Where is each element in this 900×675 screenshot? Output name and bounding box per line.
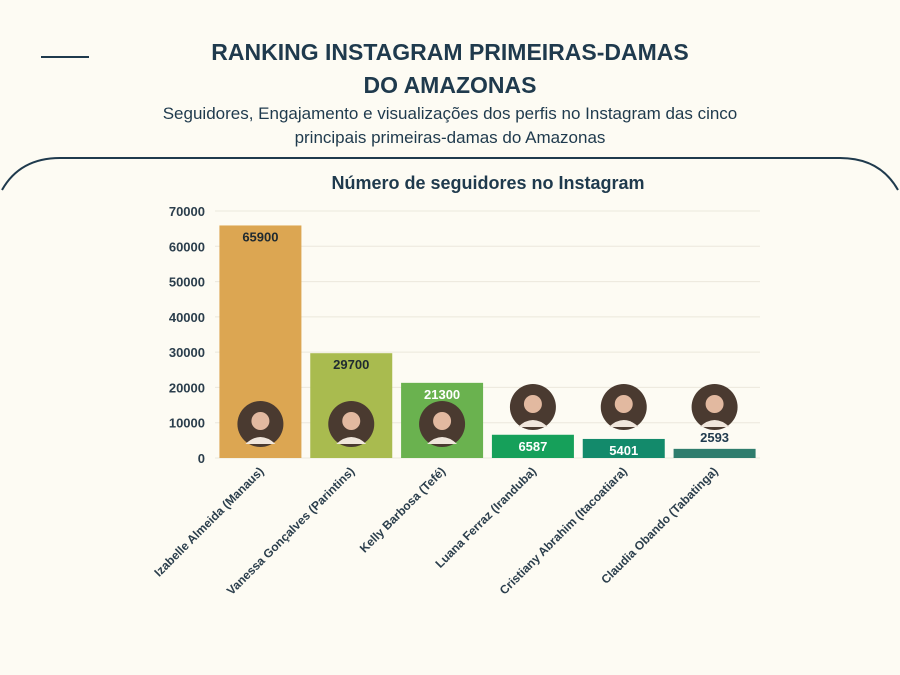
y-tick-label: 70000 <box>169 204 205 219</box>
y-tick-label: 40000 <box>169 310 205 325</box>
profile-photo-face <box>523 395 542 413</box>
page-title-line2: DO AMAZONAS <box>363 72 537 98</box>
profile-photo-face <box>705 395 724 413</box>
profile-photo-body <box>608 420 639 427</box>
y-tick-label: 0 <box>198 451 205 466</box>
chart-title: Número de seguidores no Instagram <box>331 173 644 193</box>
y-tick-label: 50000 <box>169 275 205 290</box>
profile-photo-face <box>251 412 270 430</box>
profile-photo-body <box>336 437 367 444</box>
profile-photo-body <box>427 437 458 444</box>
profile-photo-face <box>433 412 452 430</box>
y-tick-label: 20000 <box>169 380 205 395</box>
data-label: 6587 <box>518 439 547 454</box>
data-label: 65900 <box>242 229 278 244</box>
y-tick-label: 10000 <box>169 416 205 431</box>
profile-photo-face <box>342 412 361 430</box>
data-label: 21300 <box>424 387 460 402</box>
decorative-dash <box>41 56 89 58</box>
subtitle-line2: principais primeiras-damas do Amazonas <box>294 128 606 147</box>
page-title-line1: RANKING INSTAGRAM PRIMEIRAS-DAMAS <box>211 39 689 65</box>
profile-photo-body <box>699 420 730 427</box>
bar <box>491 434 574 458</box>
data-label: 29700 <box>333 357 369 372</box>
decorative-arc <box>1 157 899 191</box>
data-label: 5401 <box>609 443 638 458</box>
profile-photo-face <box>614 395 633 413</box>
y-tick-label: 30000 <box>169 345 205 360</box>
bar <box>582 438 665 458</box>
x-category-label: Kelly Barbosa (Tefé) <box>357 464 448 555</box>
data-label: 2593 <box>700 430 729 445</box>
profile-photo-body <box>517 420 548 427</box>
y-tick-label: 60000 <box>169 239 205 254</box>
profile-photo-body <box>245 437 276 444</box>
x-category-label: Luana Ferraz (Iranduba) <box>432 464 539 571</box>
subtitle-line1: Seguidores, Engajamento e visualizações … <box>162 104 738 123</box>
bar <box>673 448 756 458</box>
